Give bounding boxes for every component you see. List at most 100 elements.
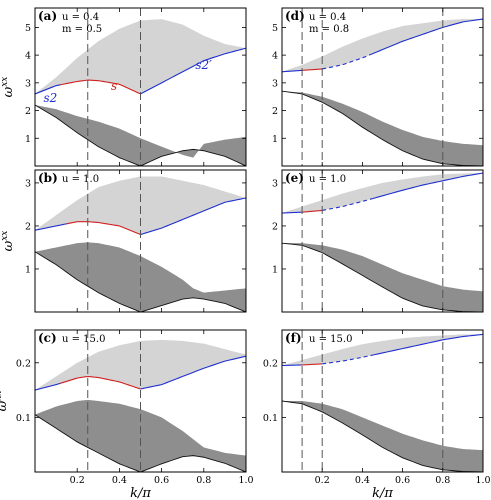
panel-label: (e) <box>285 171 304 185</box>
y-axis-title: ωxx <box>0 231 16 252</box>
y-tick-label: 0.2 <box>263 358 278 369</box>
panel-f: 0.2 0.4 0.6 0.8 1.0 0.1 0.2 (f) u = 15.0 k/π <box>263 329 491 500</box>
lower-band-edge <box>35 251 246 312</box>
y-axis-title: ωxx <box>0 391 10 412</box>
y-axis-title: ωxx <box>0 77 16 98</box>
x-tick-label: 0.8 <box>435 475 450 486</box>
y-tick-label: 3 <box>272 78 278 89</box>
y-tick-label: 3 <box>25 78 31 89</box>
blue-curve-right <box>372 18 483 55</box>
plot-area <box>282 8 483 166</box>
red-curve <box>66 221 141 236</box>
x-axis-title: k/π <box>372 486 393 500</box>
upper-band <box>35 339 246 391</box>
panel-label: (b) <box>38 171 58 185</box>
lower-band <box>282 243 483 312</box>
axes-frame <box>34 169 247 313</box>
lower-band <box>282 401 483 472</box>
lower-band-edge <box>282 400 483 472</box>
lower-band-edge <box>35 104 246 166</box>
y-tick-label: 4 <box>25 51 31 62</box>
x-tick-label: 0.2 <box>70 475 85 486</box>
param-label: u = 1.0 <box>62 174 99 185</box>
y-tick-label: 3 <box>25 178 31 189</box>
y-tick-label: 4 <box>272 51 278 62</box>
y-tick-label: 5 <box>272 23 278 34</box>
curve-label: s2′ <box>195 58 212 72</box>
panel-e: 1 2 3 (e) u = 1.0 <box>272 169 484 313</box>
plot-area <box>282 330 483 472</box>
curve-label: s2 <box>43 91 57 105</box>
y-tick-label: 1 <box>25 264 31 275</box>
red-curve <box>60 79 141 95</box>
blue-curve-left <box>35 223 67 231</box>
x-tick-label: 0.4 <box>112 475 127 486</box>
panel-label: (f) <box>285 331 302 345</box>
x-tick-label: 0.6 <box>154 475 169 486</box>
param-label: m = 0.5 <box>62 24 102 35</box>
y-tick-label: 2 <box>25 221 31 232</box>
plot-area <box>35 330 246 472</box>
axes-frame <box>34 7 247 167</box>
param-label: u = 15.0 <box>62 334 105 345</box>
param-label: u = 1.0 <box>309 174 346 185</box>
y-tick-label: 2 <box>272 106 278 117</box>
blue-curve-right <box>372 172 483 200</box>
blue-curve-left <box>282 364 303 367</box>
y-tick-label: 2 <box>25 106 31 117</box>
x-axis-title: k/π <box>130 486 151 500</box>
red-curve <box>302 209 323 213</box>
red-curve <box>60 375 141 390</box>
y-tick-label: 1 <box>272 264 278 275</box>
blue-curve-dashed <box>322 53 373 70</box>
blue-curve-right <box>140 47 246 95</box>
param-label: m = 0.8 <box>309 24 349 35</box>
x-tick-label: 0.6 <box>395 475 410 486</box>
axes-frame <box>281 169 484 313</box>
blue-curve-left <box>35 84 61 95</box>
lower-band-edge <box>282 90 483 166</box>
panel-d: 1 2 3 4 5 (d) u = 0.4m = 0.8 <box>272 7 484 167</box>
x-tick-label: 0.8 <box>196 475 211 486</box>
x-tick-label: 0.2 <box>315 475 330 486</box>
red-curve <box>302 68 323 71</box>
param-label: u = 0.4 <box>62 12 99 23</box>
plot-area <box>35 170 246 312</box>
upper-band <box>282 19 483 72</box>
y-tick-label: 5 <box>25 23 31 34</box>
x-tick-label: 0.4 <box>355 475 370 486</box>
y-tick-label: 1 <box>272 134 278 145</box>
y-tick-label: 0.2 <box>16 358 31 369</box>
y-tick-label: 2 <box>272 221 278 232</box>
blue-curve-right <box>140 355 246 390</box>
x-tick-label: 1.0 <box>238 475 253 486</box>
axes-frame <box>34 329 247 473</box>
plot-area <box>35 8 246 166</box>
upper-band <box>282 334 483 366</box>
lower-band-edge <box>35 414 246 472</box>
axes-frame <box>281 7 484 167</box>
blue-curve-left <box>282 69 303 73</box>
blue-curve-dashed <box>322 354 373 365</box>
lower-band <box>282 91 483 166</box>
blue-curve-left <box>35 382 61 391</box>
y-tick-label: 0.1 <box>16 413 31 424</box>
panel-a: 1 2 3 4 5 (a) u = 0.4m = 0.5 s2 s s2′ ωxx <box>0 7 247 167</box>
blue-curve-dashed <box>322 198 373 211</box>
lower-band-edge <box>282 242 483 312</box>
panel-label: (d) <box>285 9 305 23</box>
panel-c: 0.2 0.4 0.6 0.8 1.0 0.1 0.2 (c) u = 15.0 ωxx k/π <box>0 329 254 500</box>
upper-band <box>282 173 483 214</box>
axes-frame <box>281 329 484 473</box>
plot-area <box>282 170 483 312</box>
blue-curve-right <box>140 197 246 236</box>
panel-label: (c) <box>38 331 57 345</box>
y-tick-label: 0.1 <box>263 413 278 424</box>
x-tick-label: 1.0 <box>475 475 490 486</box>
y-tick-label: 1 <box>25 134 31 145</box>
param-label: u = 15.0 <box>309 334 352 345</box>
lower-band <box>35 399 246 472</box>
panel-b: 1 2 3 (b) u = 1.0 ωxx <box>0 169 247 313</box>
red-curve <box>302 363 323 366</box>
